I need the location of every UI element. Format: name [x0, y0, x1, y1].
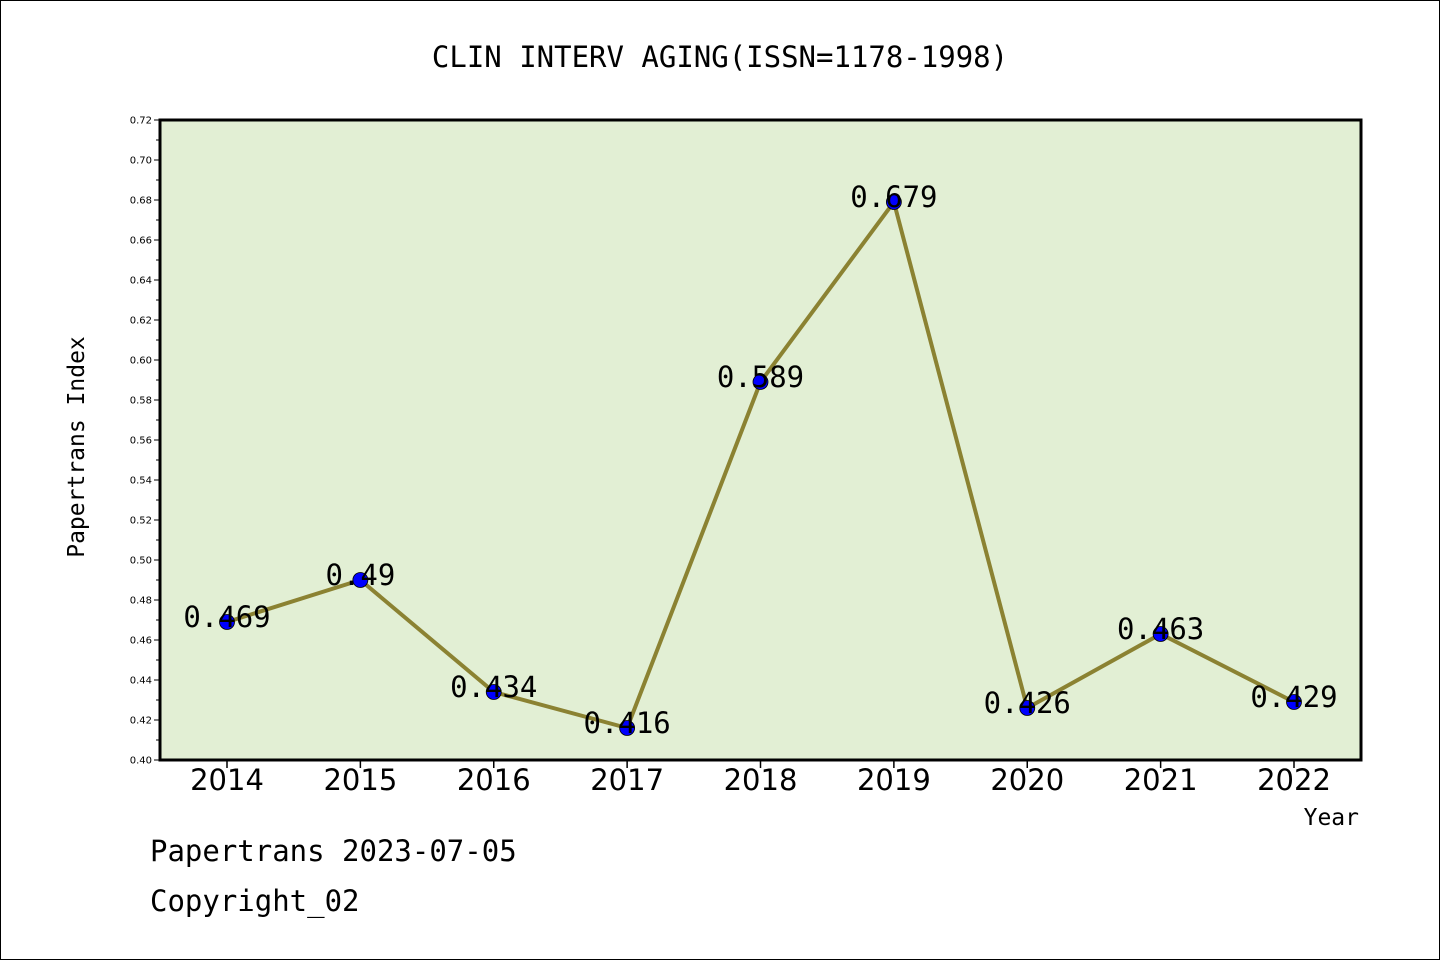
data-point-marker	[885, 194, 902, 210]
data-label: 0.469	[183, 600, 270, 634]
data-labels-layer: 0.469 0.49 0.434 0.416 0.589 0.679 0.426 0.463 0…	[183, 180, 1337, 740]
data-point-marker	[485, 684, 502, 700]
x-axis: 2014 2015 2016 2017 2018 2019 2020 2021 2022	[190, 760, 1331, 797]
data-point-marker	[1152, 626, 1169, 642]
y-tick-label: 0.48	[130, 596, 152, 607]
y-tick-label: 0.68	[130, 196, 152, 207]
y-tick-label: 0.66	[130, 236, 152, 247]
y-tick-label: 0.58	[130, 396, 152, 407]
y-tick-label: 0.52	[130, 516, 152, 527]
data-point-marker	[1019, 700, 1036, 716]
y-tick-label: 0.62	[130, 316, 152, 327]
data-label: 0.416	[583, 706, 670, 740]
plot-border	[158, 118, 1363, 762]
data-label: 0.429	[1250, 680, 1337, 714]
x-tick-label: 2015	[323, 763, 397, 797]
footer-date: Papertrans 2023-07-05	[150, 834, 517, 868]
x-tick-label: 2018	[724, 763, 798, 797]
x-tick-label: 2016	[457, 763, 531, 797]
y-tick-label: 0.70	[130, 156, 152, 167]
y-axis: 0.40 0.42 0.44 0.46 0.48 0.50 0.52 0.54 0.56 0.58…	[130, 116, 160, 767]
x-tick-label: 2017	[590, 763, 664, 797]
plot-area	[160, 120, 1361, 760]
x-tick-label: 2022	[1257, 763, 1331, 797]
y-tick-label: 0.44	[130, 676, 152, 687]
y-tick-label: 0.72	[130, 116, 152, 127]
x-tick-label: 2020	[990, 763, 1064, 797]
series-layer	[219, 194, 1302, 736]
data-point-marker	[752, 374, 769, 390]
x-tick-label: 2014	[190, 763, 264, 797]
data-point-marker	[619, 720, 636, 736]
data-point-marker	[1286, 694, 1302, 710]
y-tick-label: 0.42	[130, 716, 152, 727]
data-point-marker	[219, 614, 235, 630]
y-axis-label: Papertrans Index	[64, 336, 90, 558]
data-label: 0.679	[850, 180, 937, 214]
data-label: 0.49	[325, 558, 395, 592]
y-tick-label: 0.54	[130, 476, 152, 487]
data-label: 0.463	[1117, 612, 1204, 646]
y-tick-label: 0.56	[130, 436, 152, 447]
x-tick-label: 2021	[1124, 763, 1198, 797]
y-tick-label: 0.46	[130, 636, 152, 647]
data-point-marker	[352, 572, 369, 588]
data-label: 0.434	[450, 670, 537, 704]
y-tick-label: 0.40	[130, 756, 152, 767]
y-tick-label: 0.64	[130, 276, 152, 287]
data-label: 0.589	[717, 360, 804, 394]
data-label: 0.426	[984, 686, 1071, 720]
x-axis-label: Year	[1304, 805, 1359, 831]
footer-copyright: Copyright_02	[150, 884, 360, 918]
y-tick-label: 0.50	[130, 556, 152, 567]
chart-title: CLIN INTERV AGING(ISSN=1178-1998)	[432, 40, 1008, 74]
x-tick-label: 2019	[857, 763, 931, 797]
y-tick-label: 0.60	[130, 356, 152, 367]
